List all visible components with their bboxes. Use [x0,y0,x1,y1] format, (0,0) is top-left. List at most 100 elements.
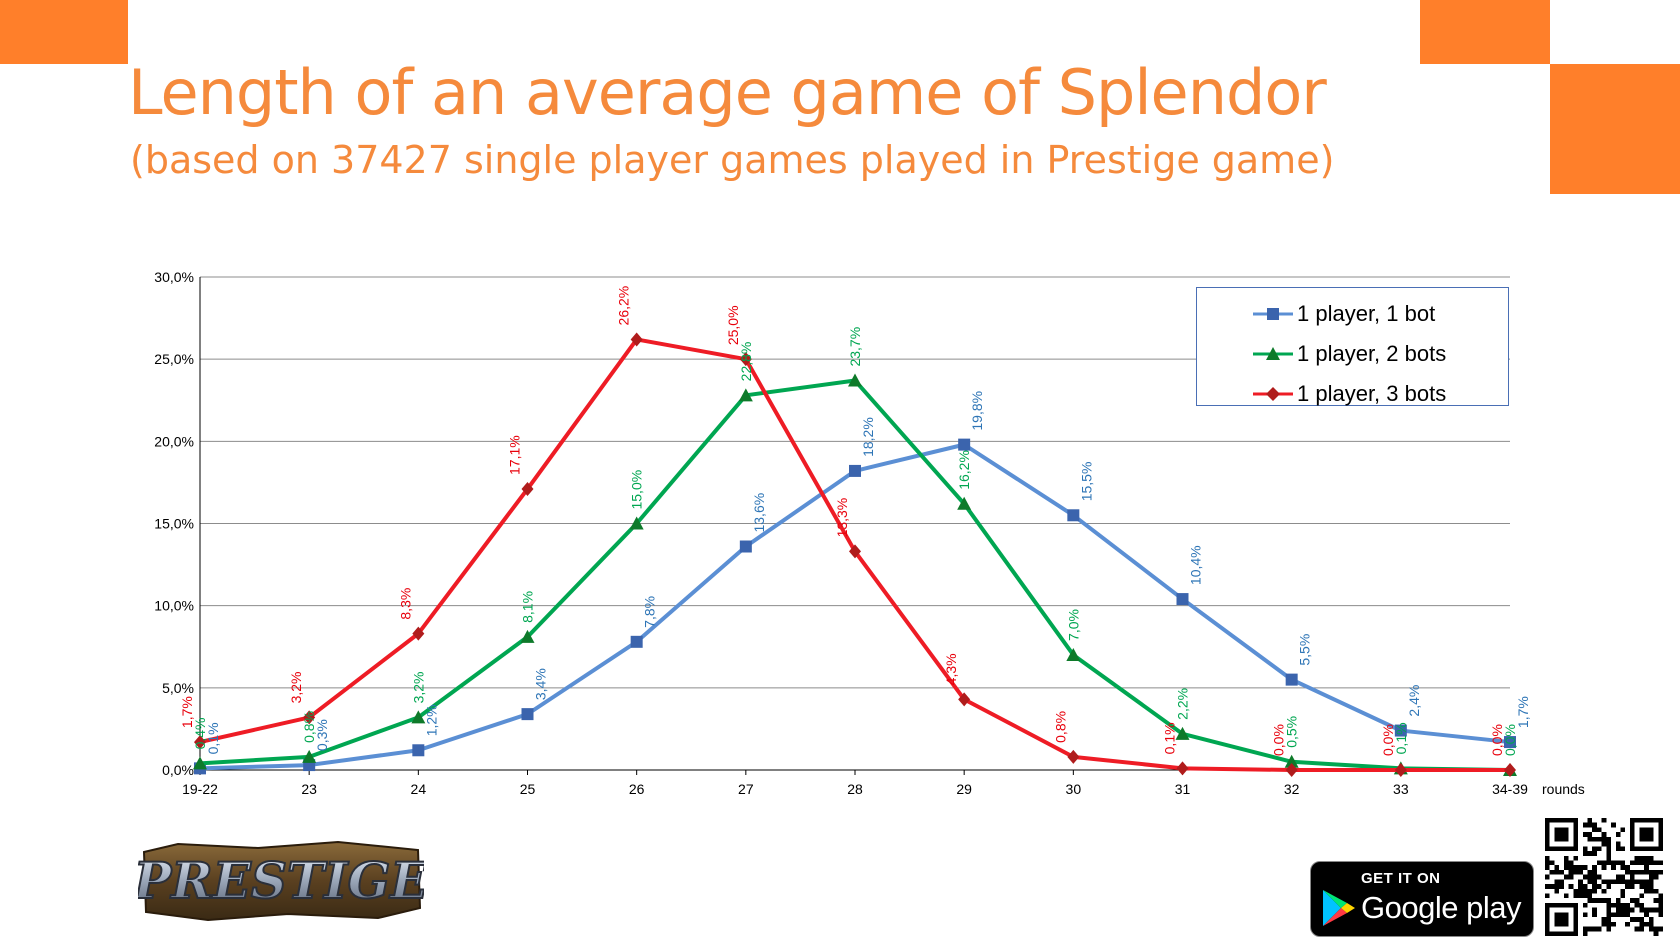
qr-module [1549,860,1555,866]
y-tick-label: 0,0% [162,762,194,778]
qr-module [1578,879,1583,885]
x-tick-label: 32 [1284,781,1300,797]
qr-module [1596,846,1602,852]
qr-module [1554,846,1560,852]
qr-module [1625,869,1630,875]
qr-module [1648,827,1654,833]
qr-module [1653,888,1659,894]
data-point [412,744,425,757]
qr-module [1611,879,1616,885]
data-point [630,635,643,648]
qr-module [1563,836,1569,842]
qr-module [1601,888,1607,894]
qr-module [1634,869,1640,875]
qr-module [1658,827,1663,833]
qr-module [1625,865,1630,870]
qr-module [1587,822,1593,828]
qr-module [1606,907,1612,913]
qr-module [1554,832,1560,837]
qr-module [1648,846,1654,852]
qr-module [1629,836,1635,842]
qr-module [1554,884,1560,889]
prestige-logo: PRESTIGE [138,840,424,922]
qr-module [1601,921,1607,927]
qr-module [1592,865,1597,870]
qr-module [1606,884,1612,889]
qr-module [1644,827,1649,833]
qr-module [1644,855,1649,861]
qr-module [1629,879,1635,885]
qr-module [1658,907,1663,913]
qr-module [1568,865,1574,870]
data-point [738,388,753,402]
qr-module [1625,912,1630,918]
qr-module [1639,869,1645,875]
qr-module [1615,879,1621,885]
qr-module [1582,902,1588,908]
data-label: 0,3% [314,719,330,751]
qr-module [1568,884,1574,889]
qr-module [1554,912,1560,918]
data-point [1067,509,1080,522]
qr-module [1592,851,1597,856]
qr-module [1639,884,1645,889]
qr-module [1563,827,1569,833]
x-tick-label: 24 [411,781,427,797]
qr-module [1578,893,1583,899]
qr-module [1592,898,1597,903]
data-label: 15,0% [629,470,645,510]
logo-text: PRESTIGE [138,851,424,910]
qr-module [1582,865,1588,870]
qr-module [1639,921,1645,927]
data-point [412,626,425,641]
qr-module [1644,865,1649,870]
qr-module [1606,921,1612,927]
x-tick-label: 34-39 [1492,781,1528,797]
series-layer [193,332,1517,777]
qr-module [1629,832,1635,837]
data-label: 5,5% [1297,634,1313,666]
qr-module [1554,818,1560,823]
qr-module [1634,879,1640,885]
qr-module [1568,818,1574,823]
qr-module [1658,846,1663,852]
google-play-badge[interactable]: GET IT ON Google play [1310,861,1534,937]
qr-module [1545,832,1550,837]
qr-module [1606,860,1612,866]
data-point [957,496,972,510]
data-label: 16,2% [956,450,972,490]
qr-module [1658,822,1663,828]
qr-module [1639,818,1645,823]
qr-module [1601,832,1607,837]
qr-module [1568,869,1574,875]
qr-module [1615,912,1621,918]
qr-code[interactable] [1545,818,1663,936]
qr-module [1573,818,1579,823]
qr-module [1563,917,1569,922]
qr-module [1545,822,1550,828]
qr-module [1653,846,1659,852]
qr-module [1606,855,1612,861]
qr-module [1549,818,1555,823]
qr-module [1625,884,1630,889]
qr-module [1592,836,1597,842]
qr-module [1620,865,1626,870]
corner-block-top-right [1420,0,1550,64]
qr-module [1620,846,1626,852]
qr-module [1620,827,1626,833]
qr-module [1582,888,1588,894]
qr-module [1573,907,1579,913]
qr-module [1559,912,1564,918]
data-label: 1,2% [423,704,439,736]
legend-label: 1 player, 2 bots [1297,341,1447,366]
qr-module [1606,846,1612,852]
qr-module [1644,836,1649,842]
qr-module [1545,874,1550,880]
qr-module [1596,860,1602,866]
qr-module [1563,893,1569,899]
qr-module [1620,888,1626,894]
data-label: 23,7% [847,327,863,367]
legend-diamond-marker [1253,387,1293,401]
qr-module [1658,902,1663,908]
data-label: 17,1% [507,435,523,475]
